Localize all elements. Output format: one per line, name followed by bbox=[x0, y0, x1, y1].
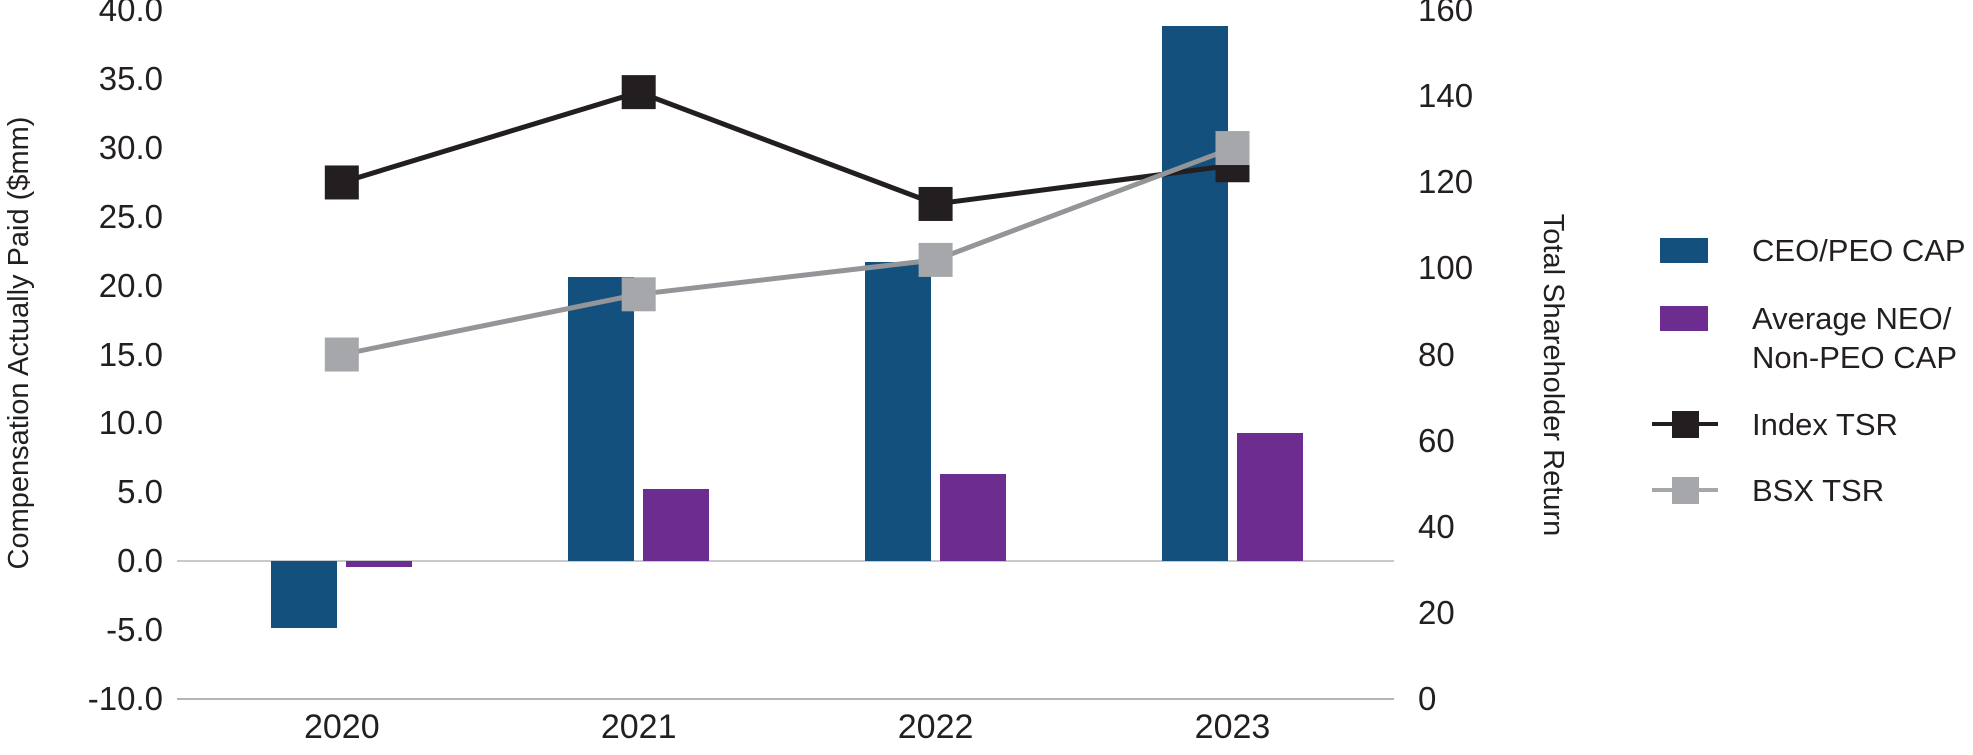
index-tsr-marker bbox=[621, 75, 656, 110]
left-axis-tick-label: -5.0 bbox=[106, 610, 163, 648]
right-axis-tick-label: 160 bbox=[1418, 0, 1474, 29]
left-axis-tick-label: 35.0 bbox=[98, 60, 163, 98]
ceo-peo-cap-bar bbox=[865, 262, 932, 561]
avg-neo-cap-bar bbox=[346, 561, 413, 567]
right-axis-tick-label: 140 bbox=[1418, 77, 1474, 115]
right-axis-tick-label: 20 bbox=[1418, 593, 1455, 631]
bsx-tsr-marker bbox=[324, 337, 359, 372]
x-axis-category-label: 2020 bbox=[303, 708, 380, 746]
left-axis-tick-label: 10.0 bbox=[98, 404, 163, 442]
bsx-tsr-marker bbox=[621, 277, 656, 312]
left-axis-tick-label: 15.0 bbox=[98, 335, 163, 373]
ceo-peo-cap-bar bbox=[1162, 25, 1228, 561]
legend-label: BSX TSR bbox=[1752, 472, 1885, 508]
right-axis-tick-label: 0 bbox=[1418, 679, 1437, 717]
right-axis-tick-label: 80 bbox=[1418, 335, 1455, 373]
index-tsr-marker bbox=[324, 165, 359, 200]
left-axis-tick-label: 20.0 bbox=[98, 266, 163, 304]
ceo-peo-cap-swatch bbox=[1660, 238, 1708, 263]
left-axis-tick-label: -10.0 bbox=[87, 679, 163, 717]
legend-label: Average NEO/ bbox=[1752, 301, 1952, 336]
index-tsr-marker bbox=[918, 186, 953, 221]
left-axis-tick-label: 40.0 bbox=[98, 0, 163, 29]
left-axis-tick-label: 0.0 bbox=[117, 542, 163, 579]
index-tsr-line bbox=[341, 89, 1233, 207]
ceo-peo-cap-bar bbox=[568, 277, 635, 561]
left-axis-tick-label: 5.0 bbox=[117, 473, 163, 511]
left-axis-tick-label: 30.0 bbox=[98, 129, 163, 167]
bsx-tsr-legend-marker bbox=[1671, 476, 1699, 504]
avg-neo-cap-swatch bbox=[1660, 306, 1708, 331]
legend-label: CEO/PEO CAP bbox=[1752, 233, 1966, 268]
right-axis-tick-label: 60 bbox=[1418, 421, 1455, 459]
legend-label: Non-PEO CAP bbox=[1752, 340, 1958, 375]
x-axis-category-label: 2021 bbox=[600, 708, 677, 746]
avg-neo-cap-bar bbox=[940, 474, 1007, 561]
index-tsr-legend-marker bbox=[1671, 410, 1699, 438]
avg-neo-cap-bar bbox=[1237, 432, 1303, 561]
right-axis-tick-label: 40 bbox=[1418, 507, 1455, 545]
bsx-tsr-marker bbox=[1215, 131, 1250, 166]
right-axis-tick-label: 100 bbox=[1418, 249, 1474, 287]
legend-label: Index TSR bbox=[1752, 406, 1898, 442]
avg-neo-cap-bar bbox=[643, 489, 710, 561]
right-axis-tick-label: 120 bbox=[1418, 163, 1474, 201]
x-axis-line bbox=[177, 697, 1394, 700]
ceo-peo-cap-bar bbox=[271, 561, 338, 629]
zero-gridline bbox=[177, 560, 1394, 562]
left-axis-tick-label: 25.0 bbox=[98, 197, 163, 235]
x-axis-category-label: 2023 bbox=[1194, 708, 1271, 746]
x-axis-category-label: 2022 bbox=[897, 708, 974, 746]
bsx-tsr-line bbox=[341, 145, 1234, 357]
bsx-tsr-marker bbox=[918, 242, 953, 277]
